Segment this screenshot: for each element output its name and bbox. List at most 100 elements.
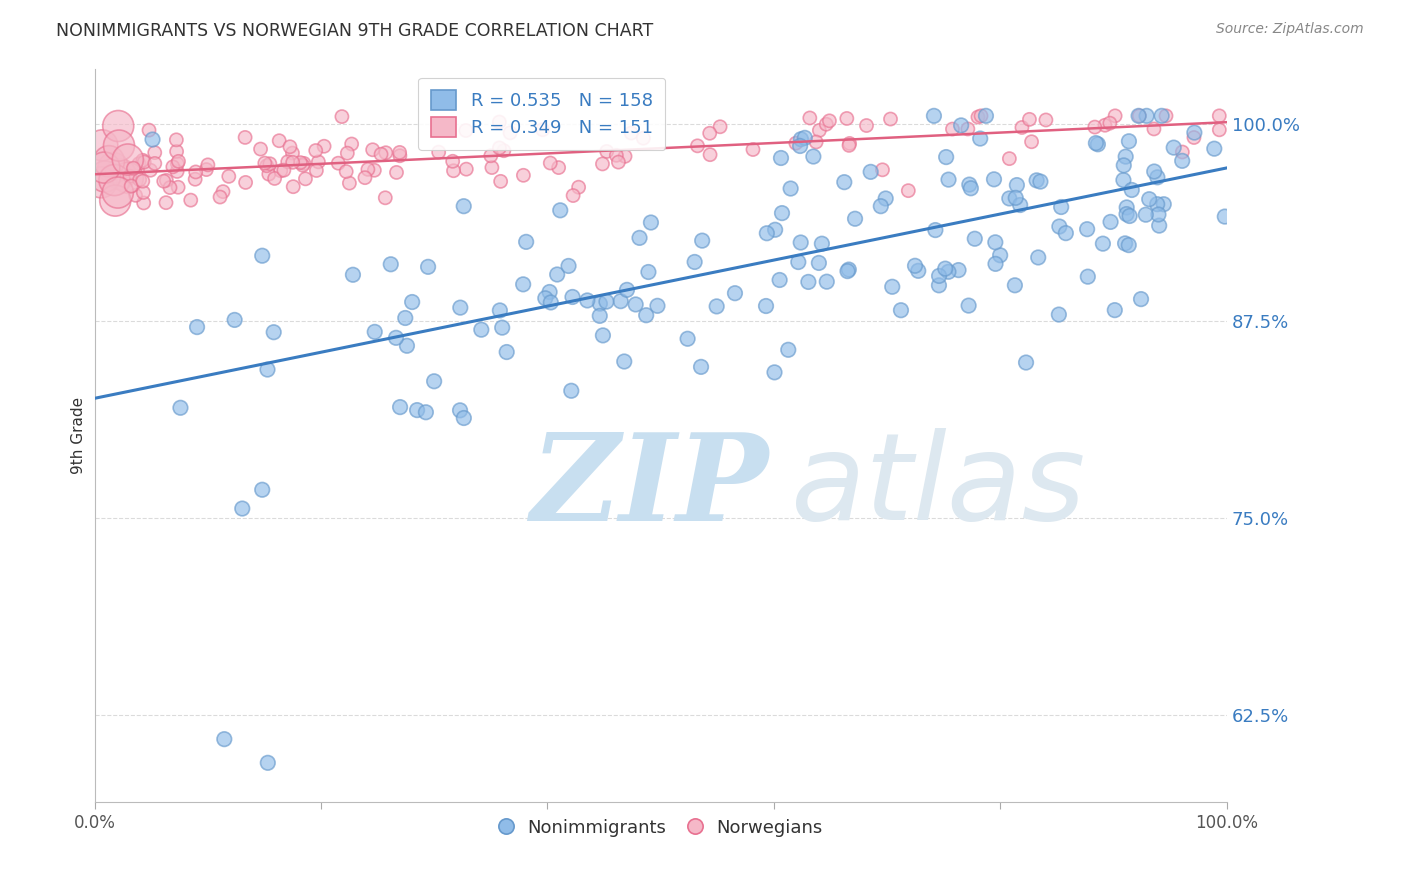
- Point: [1011, 120, 1033, 135]
- Point: [423, 374, 446, 388]
- Point: [91, 138, 114, 153]
- Point: [385, 331, 408, 345]
- Point: [330, 110, 353, 124]
- Point: [1182, 130, 1205, 145]
- Point: [1112, 173, 1135, 187]
- Point: [969, 131, 991, 145]
- Point: [218, 169, 240, 184]
- Point: [449, 403, 471, 417]
- Point: [278, 140, 301, 154]
- Point: [928, 268, 950, 283]
- Point: [117, 170, 139, 185]
- Point: [1208, 109, 1230, 123]
- Point: [132, 153, 155, 168]
- Point: [790, 132, 813, 146]
- Point: [1077, 269, 1099, 284]
- Point: [1114, 236, 1136, 251]
- Point: [974, 109, 997, 123]
- Point: [489, 303, 512, 318]
- Point: [1021, 135, 1043, 149]
- Point: [956, 122, 979, 136]
- Point: [547, 161, 569, 175]
- Point: [162, 160, 184, 174]
- Point: [589, 296, 612, 310]
- Point: [557, 259, 579, 273]
- Point: [589, 309, 612, 323]
- Point: [970, 109, 993, 123]
- Point: [281, 155, 304, 169]
- Point: [560, 384, 582, 398]
- Point: [1118, 238, 1140, 252]
- Text: Source: ZipAtlas.com: Source: ZipAtlas.com: [1216, 22, 1364, 37]
- Point: [139, 163, 162, 178]
- Point: [967, 110, 990, 124]
- Point: [1146, 170, 1168, 185]
- Point: [117, 153, 139, 167]
- Point: [1004, 278, 1026, 293]
- Point: [103, 173, 125, 187]
- Point: [155, 173, 177, 187]
- Point: [231, 501, 253, 516]
- Point: [609, 294, 631, 309]
- Point: [538, 156, 561, 170]
- Point: [699, 126, 721, 140]
- Point: [1104, 109, 1126, 123]
- Point: [613, 354, 636, 368]
- Point: [838, 262, 860, 277]
- Point: [138, 123, 160, 137]
- Point: [141, 132, 163, 146]
- Point: [180, 193, 202, 207]
- Point: [633, 131, 655, 145]
- Point: [1137, 192, 1160, 206]
- Point: [495, 345, 517, 359]
- Point: [770, 206, 793, 220]
- Point: [292, 156, 315, 170]
- Point: [335, 164, 357, 178]
- Point: [787, 255, 810, 269]
- Point: [1182, 126, 1205, 140]
- Point: [540, 295, 562, 310]
- Point: [257, 167, 280, 181]
- Point: [818, 113, 841, 128]
- Point: [374, 191, 396, 205]
- Point: [769, 151, 792, 165]
- Point: [270, 163, 292, 178]
- Point: [488, 141, 510, 155]
- Point: [1094, 118, 1116, 132]
- Point: [957, 299, 980, 313]
- Point: [441, 154, 464, 169]
- Point: [269, 134, 291, 148]
- Point: [763, 223, 786, 237]
- Point: [568, 180, 591, 194]
- Point: [118, 169, 141, 184]
- Point: [984, 257, 1007, 271]
- Point: [890, 303, 912, 318]
- Text: ZIP: ZIP: [530, 427, 769, 546]
- Point: [479, 149, 502, 163]
- Point: [983, 172, 1005, 186]
- Point: [1054, 226, 1077, 240]
- Point: [499, 126, 522, 140]
- Point: [259, 157, 281, 171]
- Point: [1025, 173, 1047, 187]
- Point: [1147, 207, 1170, 221]
- Point: [709, 120, 731, 134]
- Point: [1153, 197, 1175, 211]
- Point: [690, 359, 713, 374]
- Point: [1143, 164, 1166, 178]
- Point: [998, 191, 1021, 205]
- Point: [394, 310, 416, 325]
- Point: [789, 139, 811, 153]
- Point: [907, 264, 929, 278]
- Point: [934, 261, 956, 276]
- Point: [197, 158, 219, 172]
- Point: [742, 143, 765, 157]
- Point: [1084, 136, 1107, 150]
- Point: [93, 161, 115, 175]
- Point: [94, 169, 117, 184]
- Point: [1118, 209, 1140, 223]
- Point: [807, 256, 830, 270]
- Point: [637, 265, 659, 279]
- Point: [998, 152, 1021, 166]
- Point: [388, 145, 411, 160]
